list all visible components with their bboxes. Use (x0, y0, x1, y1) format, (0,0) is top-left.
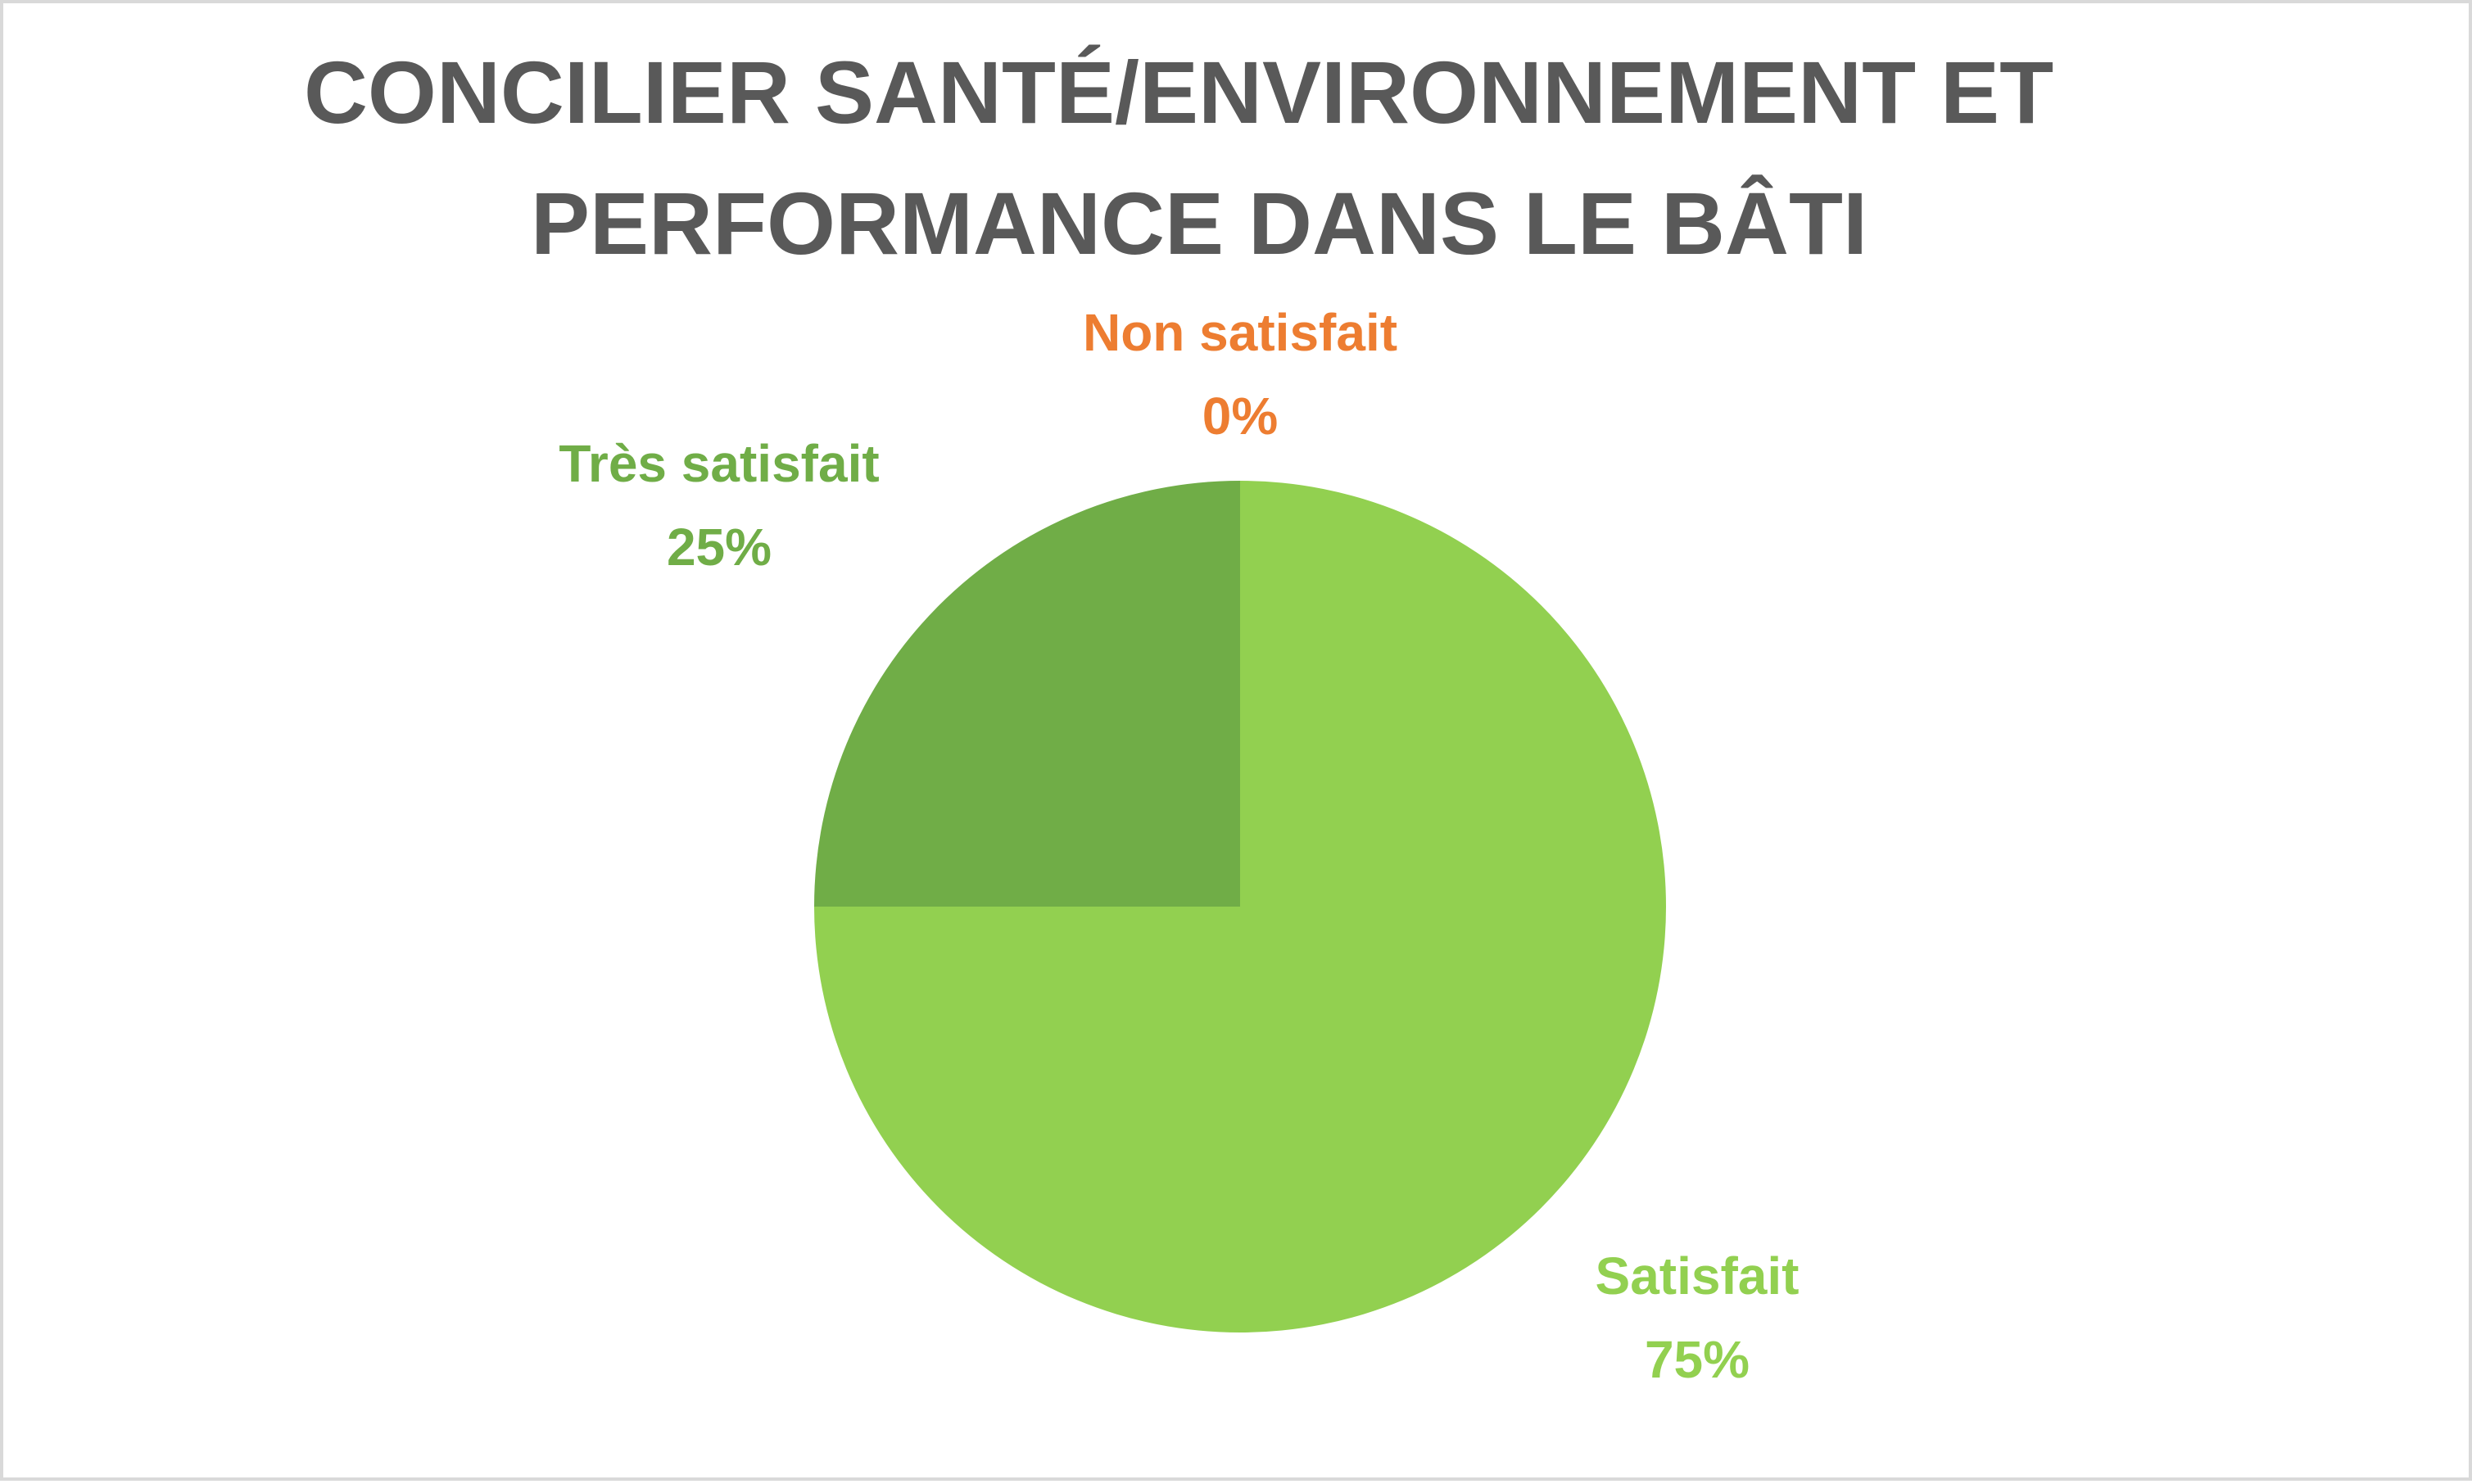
chart-title-line-2: PERFORMANCE DANS LE BÂTI (531, 174, 1868, 273)
slice-name-label-non-satisfait: Non satisfait (1083, 303, 1397, 362)
slice-percent-label-non-satisfait: 0% (1202, 387, 1279, 446)
slice-name-label-satisfait: Satisfait (1596, 1246, 1800, 1305)
slice-name-label-tres-satisfait: Très satisfait (559, 434, 879, 493)
pie-slices (814, 481, 1666, 1332)
chart-title-line-1: CONCILIER SANTÉ/ENVIRONNEMENT ET (304, 43, 2053, 142)
label-tres-satisfait: Très satisfait 25% (559, 434, 879, 577)
slice-percent-label-satisfait: 75% (1645, 1330, 1750, 1389)
label-non-satisfait: Non satisfait 0% (1083, 303, 1397, 446)
pie-chart: CONCILIER SANTÉ/ENVIRONNEMENT ET PERFORM… (304, 43, 2053, 1389)
label-satisfait: Satisfait 75% (1596, 1246, 1800, 1389)
slice-percent-label-tres-satisfait: 25% (667, 518, 772, 577)
pie-slice-tres-satisfait (814, 481, 1240, 907)
